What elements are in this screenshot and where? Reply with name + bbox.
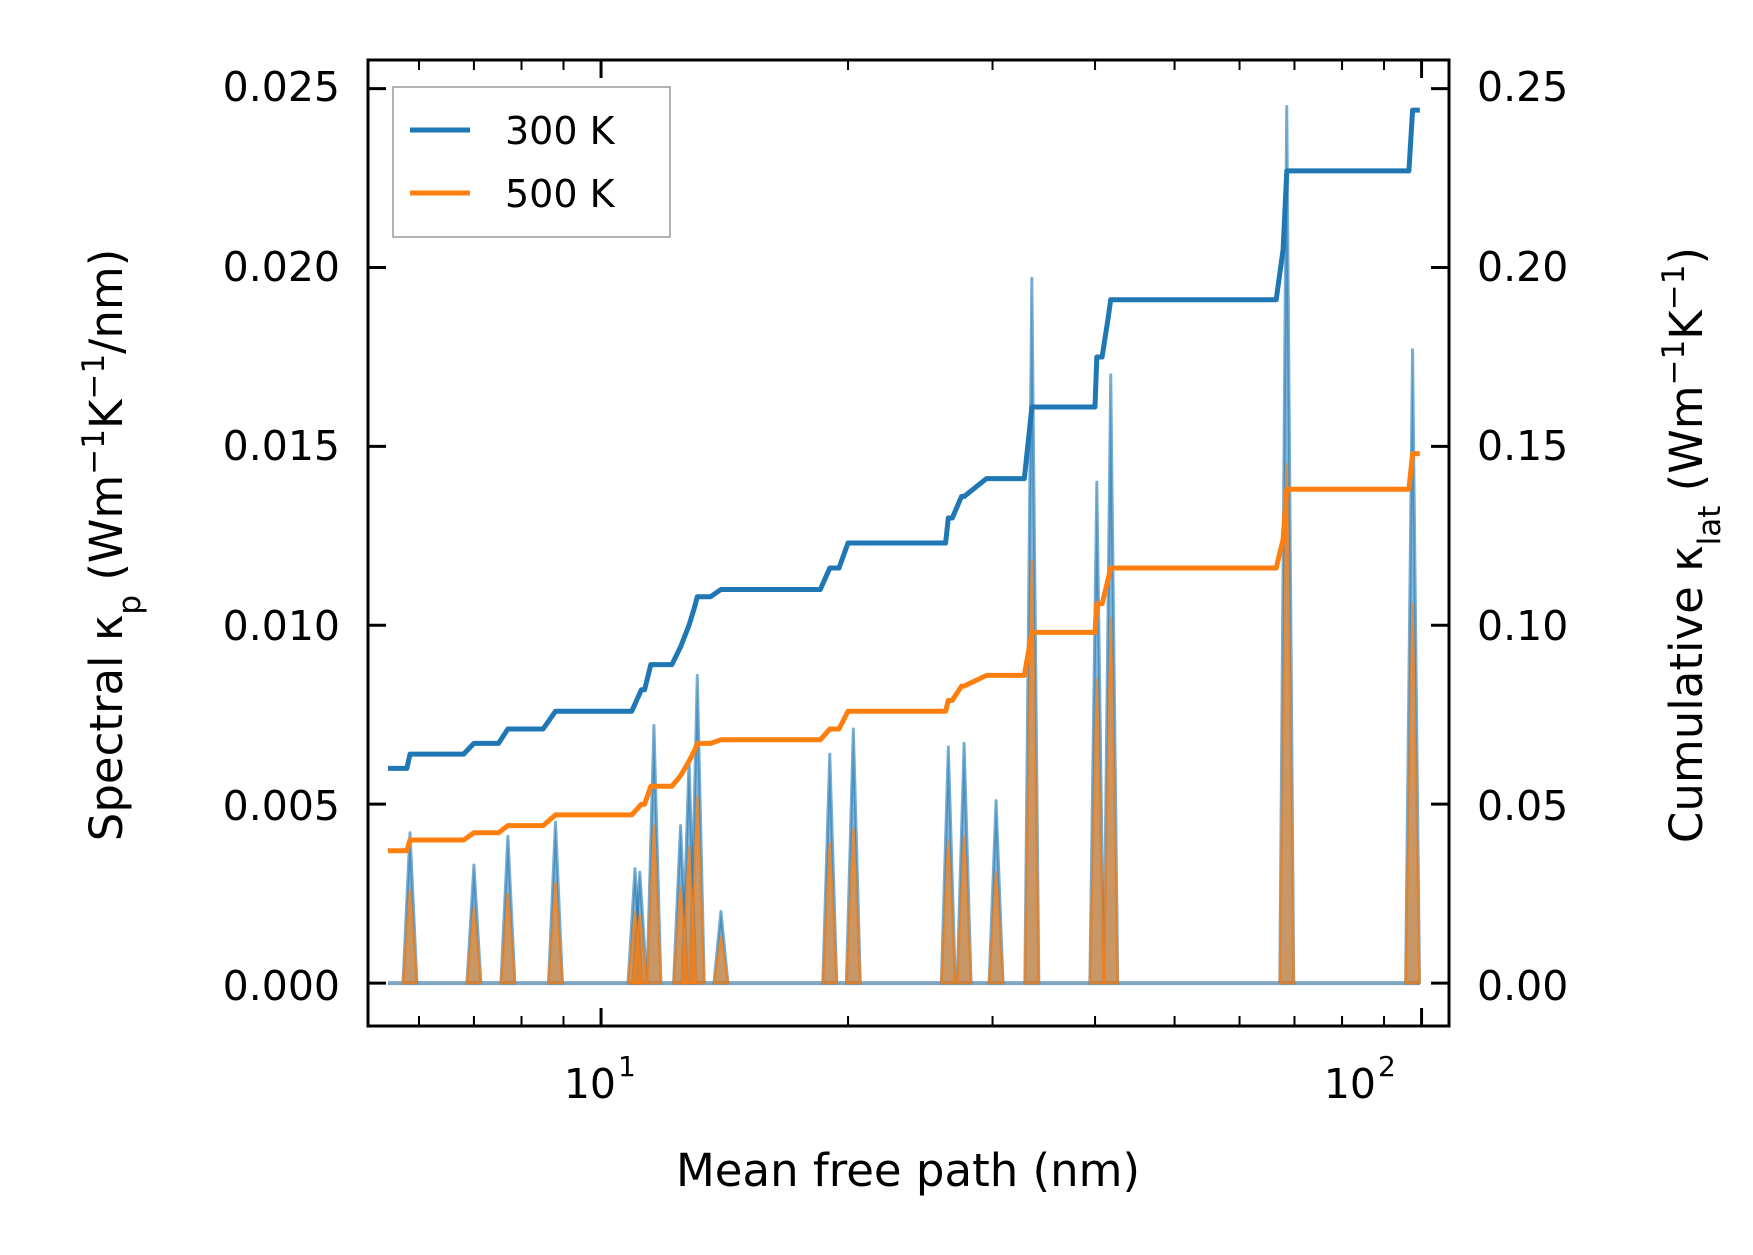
spectral-peak-500k-20 (1404, 602, 1421, 985)
cumulative-layer (388, 107, 1420, 854)
y-right-tick-label-1: 0.05 (1477, 782, 1568, 830)
y-right-tick-label-0: 0.00 (1477, 962, 1568, 1010)
legend-box (392, 86, 671, 238)
svg-text:2: 2 (1378, 1050, 1396, 1083)
spectral-peak-500k-1 (465, 906, 483, 985)
y-left-axis-title: Spectral κp (Wm−1K−1/nm) (76, 249, 148, 842)
cumulative-line-500k (388, 451, 1420, 854)
y-right-tick-label-5: 0.25 (1477, 63, 1568, 111)
spectral-peak-500k-13 (940, 838, 957, 985)
y-left-tick-label-4: 0.020 (223, 243, 340, 291)
y-right-tick-label-4: 0.20 (1477, 243, 1568, 291)
spectral-peak-500k-3 (547, 881, 564, 985)
legend-label-300k: 300 K (505, 109, 616, 153)
spectral-peak-500k-10 (712, 935, 730, 985)
svg-text:10: 10 (1324, 1060, 1376, 1108)
y-left-tick-label-5: 0.025 (223, 63, 340, 111)
y-left-tick-label-2: 0.010 (223, 602, 340, 650)
legend: 300 K 500 K (392, 86, 671, 238)
spectral-peak-500k-17 (1088, 677, 1106, 985)
spectral-peak-500k-16 (1023, 559, 1041, 985)
spectral-peak-500k-19 (1278, 463, 1295, 985)
cumulative-line-300k (388, 107, 1420, 771)
y-left-tick-label-3: 0.015 (223, 422, 340, 470)
spectral-peak-500k-2 (499, 892, 517, 985)
spectral-peak-500k-12 (845, 827, 862, 985)
spectral-peak-500k-9 (689, 795, 706, 985)
y-right-axis-title: Cumulative κlat (Wm−1K−1) (1656, 247, 1728, 843)
x-tick-label-10: 10 1 (564, 1050, 636, 1108)
svg-text:10: 10 (564, 1060, 616, 1108)
spectral-layer (387, 105, 1422, 986)
tick-layer (368, 60, 1449, 1026)
y-left-tick-label-1: 0.005 (223, 782, 340, 830)
spectral-peak-500k-11 (821, 842, 838, 985)
spectral-peak-500k-5 (631, 913, 649, 985)
spectral-peak-500k-18 (1102, 616, 1119, 985)
spectral-peak-500k-14 (955, 835, 973, 985)
x-tick-label-100: 10 2 (1324, 1050, 1396, 1108)
y-right-tick-label-2: 0.10 (1477, 602, 1568, 650)
x-axis-title: Mean free path (nm) (676, 1144, 1140, 1197)
spectral-peak-500k-6 (645, 824, 663, 985)
legend-label-500k: 500 K (505, 172, 616, 216)
y-left-tick-label-0: 0.000 (223, 962, 340, 1010)
plot-frame (366, 58, 1451, 1028)
spectral-peak-500k-0 (401, 888, 419, 985)
y-right-tick-label-3: 0.15 (1477, 422, 1568, 470)
svg-text:1: 1 (618, 1050, 636, 1083)
spectral-peak-500k-15 (987, 870, 1005, 985)
